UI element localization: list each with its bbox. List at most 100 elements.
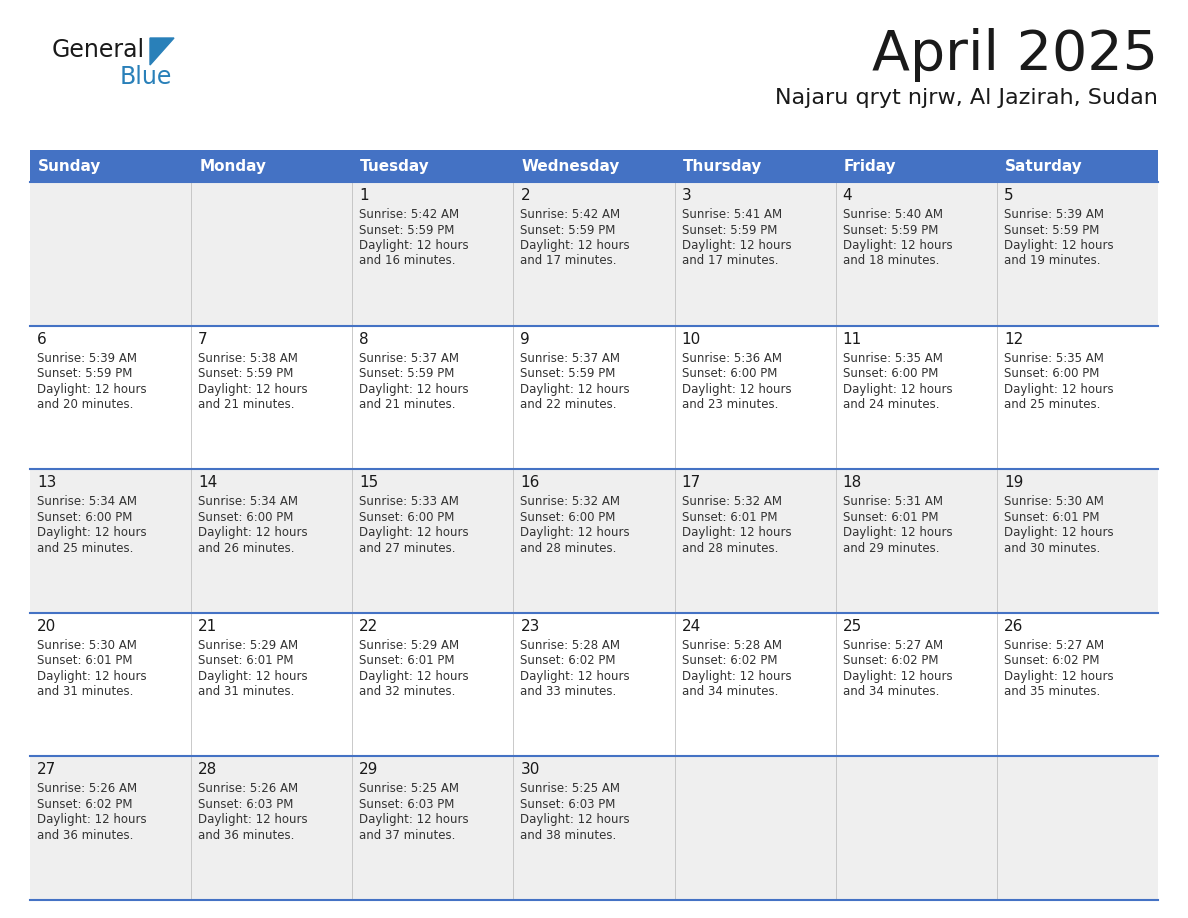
Text: Sunrise: 5:28 AM: Sunrise: 5:28 AM [520,639,620,652]
Text: Sunset: 5:59 PM: Sunset: 5:59 PM [198,367,293,380]
Text: Sunset: 6:01 PM: Sunset: 6:01 PM [682,510,777,523]
Text: Sunrise: 5:42 AM: Sunrise: 5:42 AM [520,208,620,221]
Text: Daylight: 12 hours: Daylight: 12 hours [682,526,791,539]
Text: Sunrise: 5:25 AM: Sunrise: 5:25 AM [520,782,620,795]
Text: Sunset: 6:00 PM: Sunset: 6:00 PM [37,510,132,523]
Text: 25: 25 [842,619,862,633]
Text: Daylight: 12 hours: Daylight: 12 hours [520,670,630,683]
Text: Sunrise: 5:40 AM: Sunrise: 5:40 AM [842,208,943,221]
Text: and 24 minutes.: and 24 minutes. [842,398,940,411]
Text: 18: 18 [842,476,862,490]
Text: and 34 minutes.: and 34 minutes. [842,686,939,699]
Text: Sunday: Sunday [38,159,101,174]
Text: and 23 minutes.: and 23 minutes. [682,398,778,411]
Text: Sunrise: 5:37 AM: Sunrise: 5:37 AM [520,352,620,364]
Text: 12: 12 [1004,331,1023,347]
Text: and 35 minutes.: and 35 minutes. [1004,686,1100,699]
Text: Sunset: 6:02 PM: Sunset: 6:02 PM [520,655,615,667]
Text: and 31 minutes.: and 31 minutes. [198,686,295,699]
Text: Daylight: 12 hours: Daylight: 12 hours [1004,239,1113,252]
Text: Daylight: 12 hours: Daylight: 12 hours [359,813,469,826]
Text: Sunset: 6:02 PM: Sunset: 6:02 PM [682,655,777,667]
Text: Sunset: 6:01 PM: Sunset: 6:01 PM [1004,510,1099,523]
Text: Sunrise: 5:36 AM: Sunrise: 5:36 AM [682,352,782,364]
Text: Sunrise: 5:41 AM: Sunrise: 5:41 AM [682,208,782,221]
Text: Najaru qryt njrw, Al Jazirah, Sudan: Najaru qryt njrw, Al Jazirah, Sudan [775,88,1158,108]
Text: and 17 minutes.: and 17 minutes. [520,254,617,267]
Text: Sunset: 6:02 PM: Sunset: 6:02 PM [842,655,939,667]
Text: 29: 29 [359,763,379,778]
Text: Sunrise: 5:38 AM: Sunrise: 5:38 AM [198,352,298,364]
Text: Sunrise: 5:29 AM: Sunrise: 5:29 AM [359,639,460,652]
Text: Sunset: 6:00 PM: Sunset: 6:00 PM [682,367,777,380]
Text: 15: 15 [359,476,379,490]
Text: and 16 minutes.: and 16 minutes. [359,254,456,267]
Text: Sunset: 6:00 PM: Sunset: 6:00 PM [842,367,939,380]
Text: 11: 11 [842,331,862,347]
Text: Sunset: 5:59 PM: Sunset: 5:59 PM [359,367,455,380]
Text: Daylight: 12 hours: Daylight: 12 hours [842,239,953,252]
Text: Blue: Blue [120,65,172,89]
Text: April 2025: April 2025 [872,28,1158,82]
Text: Sunset: 6:01 PM: Sunset: 6:01 PM [842,510,939,523]
Text: 20: 20 [37,619,56,633]
Text: 4: 4 [842,188,852,203]
Text: Daylight: 12 hours: Daylight: 12 hours [520,526,630,539]
Text: Daylight: 12 hours: Daylight: 12 hours [1004,670,1113,683]
Text: Tuesday: Tuesday [360,159,430,174]
Text: Daylight: 12 hours: Daylight: 12 hours [198,670,308,683]
Text: Sunrise: 5:31 AM: Sunrise: 5:31 AM [842,495,943,509]
Text: and 18 minutes.: and 18 minutes. [842,254,939,267]
Text: Sunset: 6:00 PM: Sunset: 6:00 PM [198,510,293,523]
Text: Sunset: 5:59 PM: Sunset: 5:59 PM [842,223,939,237]
Text: Daylight: 12 hours: Daylight: 12 hours [1004,383,1113,396]
Text: and 28 minutes.: and 28 minutes. [682,542,778,554]
Text: Daylight: 12 hours: Daylight: 12 hours [520,813,630,826]
Text: Sunset: 6:03 PM: Sunset: 6:03 PM [520,798,615,811]
Text: Sunrise: 5:27 AM: Sunrise: 5:27 AM [842,639,943,652]
Text: Daylight: 12 hours: Daylight: 12 hours [359,526,469,539]
Text: Saturday: Saturday [1005,159,1082,174]
Text: 24: 24 [682,619,701,633]
Text: 1: 1 [359,188,369,203]
Text: Sunset: 6:00 PM: Sunset: 6:00 PM [1004,367,1099,380]
Text: and 20 minutes.: and 20 minutes. [37,398,133,411]
Text: Sunset: 6:02 PM: Sunset: 6:02 PM [1004,655,1099,667]
Text: 21: 21 [198,619,217,633]
Text: Daylight: 12 hours: Daylight: 12 hours [682,383,791,396]
Text: 16: 16 [520,476,539,490]
Text: Thursday: Thursday [683,159,762,174]
Text: and 17 minutes.: and 17 minutes. [682,254,778,267]
Text: and 27 minutes.: and 27 minutes. [359,542,456,554]
Text: Daylight: 12 hours: Daylight: 12 hours [359,670,469,683]
Text: and 31 minutes.: and 31 minutes. [37,686,133,699]
Text: and 36 minutes.: and 36 minutes. [37,829,133,842]
Text: and 36 minutes.: and 36 minutes. [198,829,295,842]
Text: Sunset: 5:59 PM: Sunset: 5:59 PM [520,223,615,237]
Text: Sunrise: 5:30 AM: Sunrise: 5:30 AM [37,639,137,652]
Text: and 32 minutes.: and 32 minutes. [359,686,456,699]
Text: 26: 26 [1004,619,1023,633]
Text: Sunrise: 5:30 AM: Sunrise: 5:30 AM [1004,495,1104,509]
Bar [30,326,1158,469]
Bar [30,613,1158,756]
Text: and 21 minutes.: and 21 minutes. [359,398,456,411]
Text: 10: 10 [682,331,701,347]
Text: Sunset: 6:00 PM: Sunset: 6:00 PM [520,510,615,523]
Text: Sunset: 6:01 PM: Sunset: 6:01 PM [37,655,133,667]
Text: 13: 13 [37,476,56,490]
Text: Daylight: 12 hours: Daylight: 12 hours [198,526,308,539]
Text: 19: 19 [1004,476,1023,490]
Text: Sunrise: 5:28 AM: Sunrise: 5:28 AM [682,639,782,652]
Text: 5: 5 [1004,188,1013,203]
Text: Sunrise: 5:27 AM: Sunrise: 5:27 AM [1004,639,1104,652]
Text: Daylight: 12 hours: Daylight: 12 hours [842,383,953,396]
Text: 23: 23 [520,619,539,633]
Text: 28: 28 [198,763,217,778]
Text: Sunrise: 5:32 AM: Sunrise: 5:32 AM [520,495,620,509]
Text: and 30 minutes.: and 30 minutes. [1004,542,1100,554]
Text: Sunrise: 5:37 AM: Sunrise: 5:37 AM [359,352,460,364]
Text: Daylight: 12 hours: Daylight: 12 hours [359,239,469,252]
Text: Friday: Friday [843,159,896,174]
Text: and 33 minutes.: and 33 minutes. [520,686,617,699]
